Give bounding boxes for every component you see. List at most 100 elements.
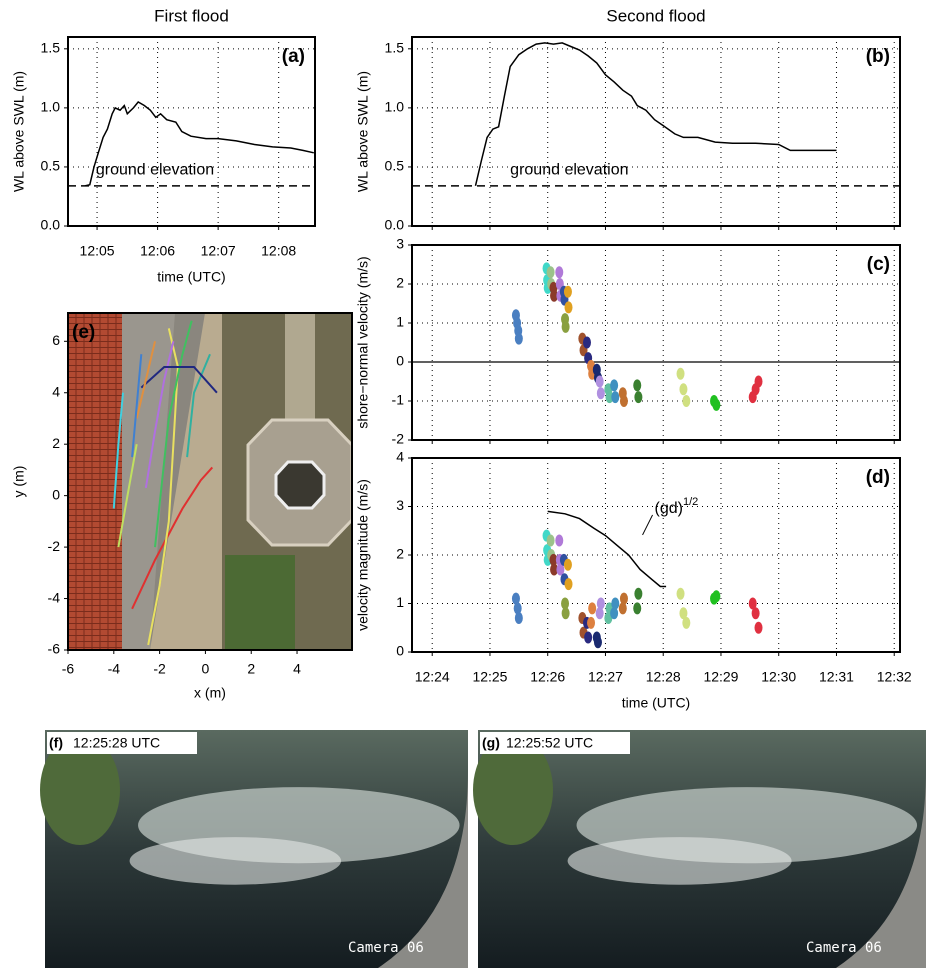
plot-frame	[411, 36, 901, 227]
trajectory	[131, 354, 143, 458]
data-point	[633, 602, 642, 615]
aerial-image	[68, 313, 352, 650]
x-tick-label: 12:27	[588, 669, 623, 685]
plot-frame	[411, 457, 901, 653]
foam	[129, 837, 342, 885]
annotation-text: ground elevation	[510, 162, 628, 179]
vegetation	[40, 735, 120, 845]
y-tick-label: 1.5	[41, 40, 61, 56]
data-point	[514, 612, 523, 625]
data-point	[550, 563, 559, 576]
panel-label: (c)	[867, 254, 890, 275]
data-point	[676, 367, 685, 380]
photo-time: 12:25:28 UTC	[73, 735, 160, 751]
y-tick-label: 2	[396, 546, 404, 562]
x-tick-label: 12:07	[201, 243, 236, 259]
y-tick-label: 0.5	[41, 158, 61, 174]
data-point	[618, 602, 627, 615]
x-axis-label: time (UTC)	[157, 269, 225, 285]
camera-housing	[836, 770, 926, 968]
data-point	[611, 597, 620, 610]
x-tick-label: 12:06	[140, 243, 175, 259]
data-point	[596, 597, 605, 610]
x-tick-label: 0	[202, 661, 210, 677]
y-tick-label: -6	[48, 641, 61, 657]
data-point	[556, 563, 565, 576]
x-tick-label: 12:30	[761, 669, 796, 685]
data-point	[561, 607, 570, 620]
data-point	[610, 379, 619, 392]
data-point	[634, 391, 643, 404]
trajectory	[154, 320, 193, 548]
data-point	[561, 597, 570, 610]
path	[150, 313, 225, 650]
data-point	[563, 558, 572, 571]
walkway	[285, 313, 315, 433]
y-tick-label: 0	[396, 353, 404, 369]
data-point	[587, 616, 596, 629]
photo-label: (g)	[482, 735, 500, 751]
x-tick-label: 12:26	[530, 669, 565, 685]
data-point	[555, 266, 564, 279]
data-point	[546, 534, 555, 547]
data-point	[582, 336, 591, 349]
data-point	[682, 616, 691, 629]
y-tick-label: 2	[396, 275, 404, 291]
data-point	[712, 590, 721, 603]
plot-frame	[67, 312, 353, 651]
x-tick-label: 12:32	[877, 669, 912, 685]
annotation: ground elevation	[96, 162, 214, 179]
panel: 0.0 0.5 1.0 1.5 12:05 12:06 12:07 12:08 First fl…	[11, 6, 316, 285]
data-point	[605, 391, 614, 404]
data-point	[546, 266, 555, 279]
panel-label: (e)	[72, 322, 95, 343]
octagon-fountain	[274, 460, 326, 510]
y-tick-label: 0.0	[41, 217, 61, 233]
panel: 0 1 2 3 4 12:24 12:25 12:26 12:27 12:28 12:29 12:30…	[355, 449, 912, 711]
annotation-superscript: 1/2	[683, 496, 698, 508]
y-axis-label: WL above SWL (m)	[11, 71, 27, 192]
annotation: (gd)1/2	[655, 496, 699, 517]
camera-label: Camera 06	[806, 940, 882, 956]
x-tick-label: -2	[153, 661, 166, 677]
photo: (f) 12:25:28 UTC Camera 06	[40, 730, 468, 968]
x-tick-label: 2	[247, 661, 255, 677]
photo-time: 12:25:52 UTC	[506, 735, 593, 751]
foam	[567, 837, 792, 885]
data-point	[619, 395, 628, 407]
x-tick-label: 12:31	[819, 669, 854, 685]
x-tick-label: -4	[108, 661, 121, 677]
x-tick-label: 12:05	[80, 243, 115, 259]
data-point	[619, 592, 628, 605]
hedge	[225, 555, 295, 650]
data-line	[547, 510, 667, 588]
annotation: ground elevation	[510, 162, 628, 179]
data-point	[596, 387, 605, 400]
x-tick-label: 12:29	[703, 669, 738, 685]
x-tick-label: 12:08	[261, 243, 296, 259]
data-point	[584, 631, 593, 644]
plot-frame	[411, 244, 901, 441]
y-tick-label: -1	[392, 392, 405, 408]
data-point	[549, 553, 558, 566]
y-tick-label: 3	[396, 236, 404, 252]
data-point	[712, 398, 721, 411]
x-axis-label: time (UTC)	[622, 695, 690, 711]
data-point	[593, 636, 602, 649]
x-tick-label: 12:25	[472, 669, 507, 685]
data-line	[474, 42, 837, 186]
y-tick-label: 1.0	[385, 99, 405, 115]
x-axis-label: x (m)	[194, 685, 226, 701]
trajectory	[131, 466, 214, 610]
y-tick-label: 0	[396, 643, 404, 659]
annotation-text: ground elevation	[96, 162, 214, 179]
data-point	[679, 383, 688, 396]
trajectory	[140, 366, 218, 394]
y-tick-label: -4	[48, 589, 61, 605]
trajectory	[144, 341, 175, 489]
data-point	[511, 592, 520, 605]
trajectory	[135, 341, 156, 419]
data-point	[513, 602, 522, 615]
panel-label: (d)	[866, 467, 890, 488]
